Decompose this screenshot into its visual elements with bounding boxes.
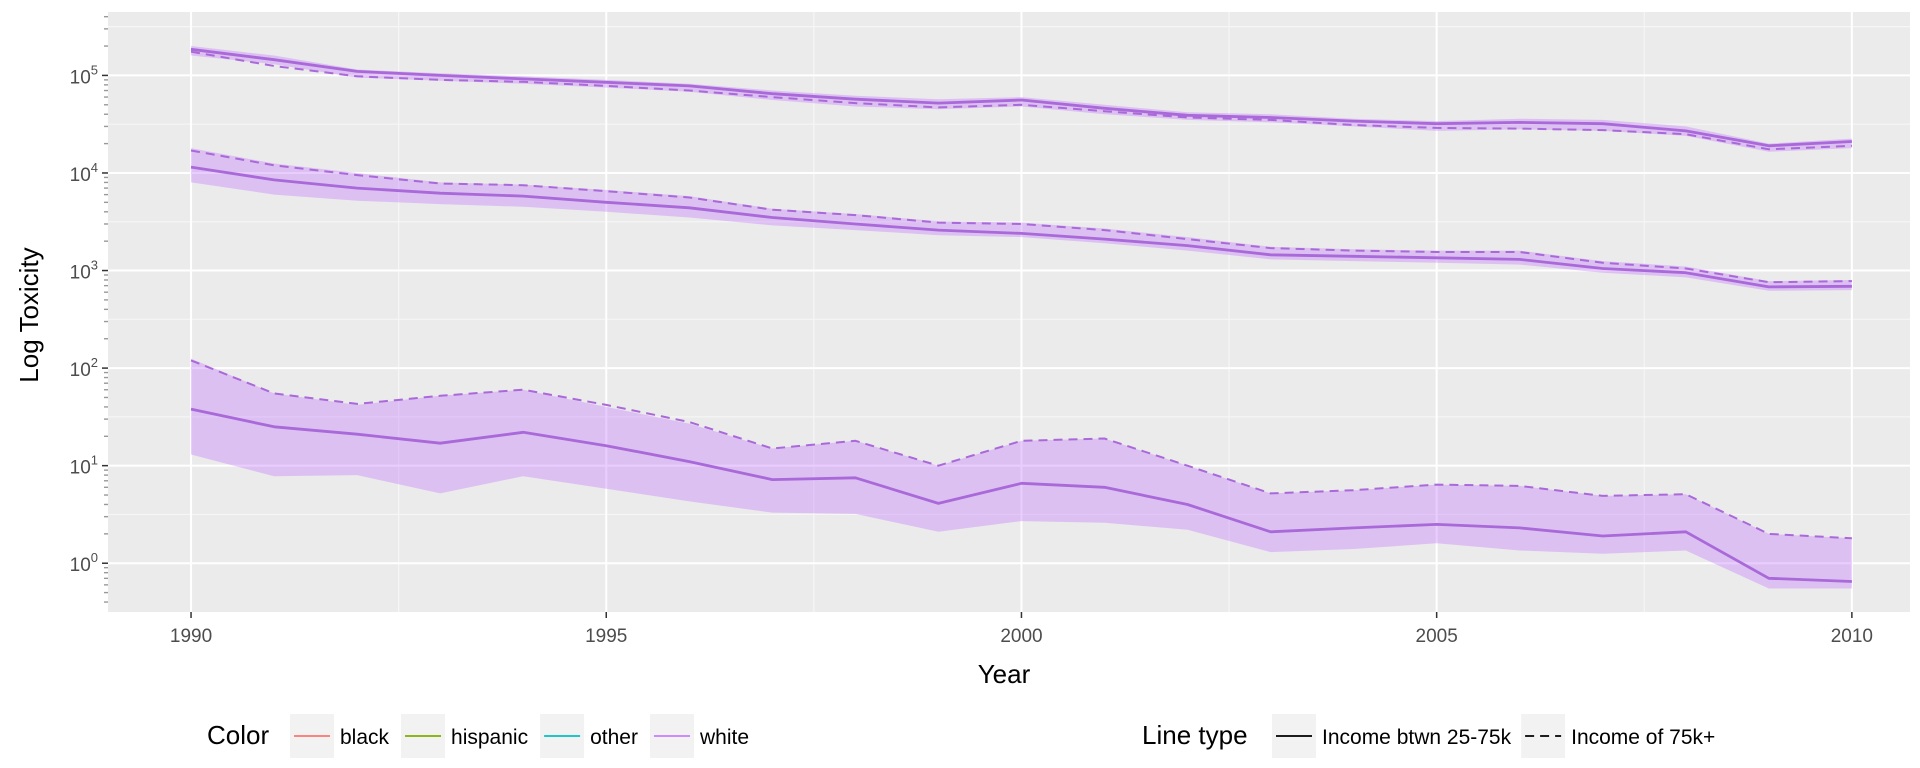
y-tick-label: 104 — [70, 160, 98, 186]
grid-major — [108, 12, 1910, 612]
legend-color-label: other — [590, 726, 638, 749]
y-tick-label: 100 — [70, 550, 98, 576]
y-tick-label: 103 — [70, 258, 98, 284]
legend-linetype-items: Income btwn 25-75k Income of 75k+ — [1272, 714, 1715, 758]
legend-linetype-label: Income btwn 25-75k — [1322, 726, 1512, 749]
legend-linetype-item-1: Income of 75k+ — [1521, 714, 1715, 758]
x-tick-label: 2010 — [1831, 626, 1873, 647]
legend-color-item-other: other — [540, 714, 638, 758]
band-1 — [191, 148, 1852, 291]
legend-color-item-hispanic: hispanic — [401, 714, 528, 758]
y-tick-label: 101 — [70, 453, 98, 479]
y-minor-ticks — [104, 15, 108, 603]
x-axis-ticks: 1990 1995 2000 2005 2010 — [170, 612, 1873, 647]
x-tick-label: 2000 — [1000, 626, 1042, 647]
legend-linetype-label: Income of 75k+ — [1571, 726, 1715, 749]
legend-color-item-black: black — [290, 714, 390, 758]
legend-color-title: Color — [207, 720, 269, 750]
legend-color-label: white — [699, 726, 749, 749]
x-tick-label: 2005 — [1416, 626, 1458, 647]
y-axis-ticks: 100 101 102 103 104 105 — [70, 62, 108, 576]
legend-color-label: hispanic — [451, 726, 528, 749]
series-line-0 — [190, 47, 1852, 148]
legend-linetype-title: Line type — [1142, 720, 1248, 750]
series-lines — [190, 47, 1852, 583]
series-line-4 — [190, 407, 1852, 583]
y-tick-label: 102 — [70, 355, 98, 381]
legend-color-items: black hispanic other white — [290, 714, 749, 758]
x-tick-label: 1990 — [170, 626, 212, 647]
band-2 — [191, 358, 1852, 589]
series-line-5 — [190, 359, 1852, 540]
x-tick-label: 1995 — [585, 626, 627, 647]
series-line-1 — [190, 50, 1852, 151]
legend-color-item-white: white — [649, 714, 749, 758]
plot-panel — [108, 12, 1910, 612]
legend-linetype: Line type Income btwn 25-75k Income of 75… — [1142, 714, 1715, 758]
y-tick-label: 105 — [70, 62, 98, 88]
series-line-2 — [190, 165, 1852, 289]
y-axis-title: Log Toxicity — [14, 247, 44, 382]
legend-color: Color black hispanic other white — [207, 714, 749, 758]
grid-minor — [108, 12, 1910, 612]
legend-color-label: black — [340, 726, 390, 749]
legend-linetype-item-0: Income btwn 25-75k — [1272, 714, 1512, 758]
x-axis-title: Year — [978, 659, 1031, 689]
